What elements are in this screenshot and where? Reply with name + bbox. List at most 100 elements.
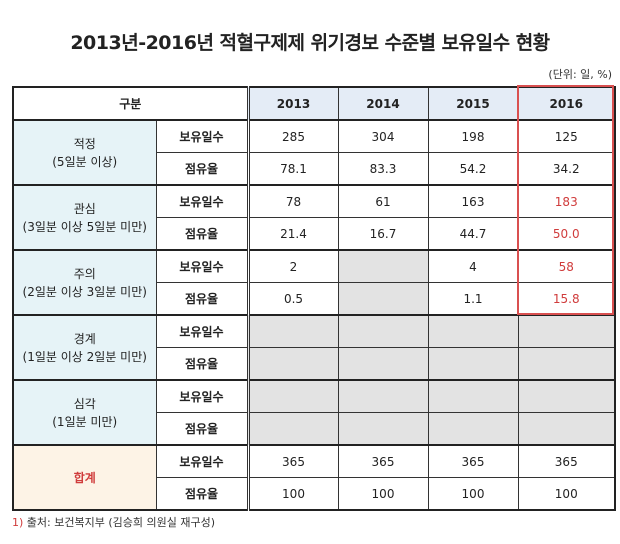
metric-label: 점유율 (155, 152, 250, 186)
header-year: 2015 (427, 86, 519, 121)
metric-label: 보유일수 (155, 444, 250, 478)
value-cell: 100 (337, 477, 429, 511)
category-range: (2일분 이상 3일분 미만) (22, 284, 147, 299)
table-row: 점유율 (13, 412, 616, 446)
category-cell: 심각 (1일분 미만) (12, 379, 157, 446)
metric-label: 점유율 (155, 282, 250, 316)
metric-label: 보유일수 (155, 249, 250, 283)
metric-label: 보유일수 (155, 314, 250, 348)
table-row: 점유율 21.4 16.7 44.7 50.0 (13, 217, 616, 251)
value-cell (337, 282, 429, 316)
metric-label: 점유율 (155, 412, 250, 446)
value-cell: 163 (427, 184, 519, 218)
category-cell: 관심 (3일분 이상 5일분 미만) (12, 184, 157, 251)
header-year: 2014 (337, 86, 429, 121)
category-name: 심각 (73, 396, 96, 411)
metric-label: 점유율 (155, 477, 250, 511)
value-cell: 0.5 (247, 282, 339, 316)
table-row: 점유율 0.5 1.1 15.8 (13, 282, 616, 316)
header-year: 2016 (517, 86, 616, 121)
table-row: 심각 (1일분 미만) 보유일수 (12, 379, 616, 446)
category-name: 합계 (73, 471, 96, 485)
metric-label: 보유일수 (155, 184, 250, 218)
category-range: (1일분 이상 2일분 미만) (22, 349, 147, 364)
table-row: 합계 보유일수 365 365 365 365 (12, 444, 616, 511)
value-cell: 4 (427, 249, 519, 283)
page-title: 2013년-2016년 적혈구제제 위기경보 수준별 보유일수 현황 (70, 32, 550, 54)
table-row: 점유율 78.1 83.3 54.2 34.2 (13, 152, 616, 186)
value-cell: 365 (247, 444, 339, 478)
category-name: 주의 (73, 266, 96, 281)
value-cell (427, 379, 519, 413)
category-cell: 경계 (1일분 이상 2일분 미만) (12, 314, 157, 381)
table-row: 관심 (3일분 이상 5일분 미만) 보유일수 78 61 163 183 (12, 184, 616, 251)
value-cell (427, 412, 519, 446)
value-cell: 16.7 (337, 217, 429, 251)
value-cell: 34.2 (517, 152, 616, 186)
value-cell: 365 (517, 444, 616, 478)
value-cell: 54.2 (427, 152, 519, 186)
value-cell (337, 379, 429, 413)
value-cell: 304 (337, 119, 429, 153)
value-cell (337, 314, 429, 348)
value-cell (247, 347, 339, 381)
value-cell (247, 314, 339, 348)
footnote-text: 출처: 보건복지부 (김승희 의원실 재구성) (26, 516, 215, 529)
value-cell (517, 314, 616, 348)
table-row: 적정 (5일분 이상) 보유일수 285 304 198 125 (12, 119, 616, 186)
value-cell (427, 314, 519, 348)
table-row: 경계 (1일분 이상 2일분 미만) 보유일수 (12, 314, 616, 381)
value-cell: 50.0 (517, 217, 616, 251)
unit-label: (단위: 일, %) (548, 68, 612, 81)
category-range: (1일분 미만) (52, 414, 118, 429)
footnote: 1) 출처: 보건복지부 (김승희 의원실 재구성) (12, 514, 215, 530)
value-cell: 365 (337, 444, 429, 478)
value-cell (517, 412, 616, 446)
value-cell: 198 (427, 119, 519, 153)
value-cell: 365 (427, 444, 519, 478)
value-cell (517, 347, 616, 381)
table-row: 점유율 100 100 100 100 (13, 477, 616, 511)
value-cell: 100 (517, 477, 616, 511)
value-cell: 183 (517, 184, 616, 218)
category-name: 경계 (73, 331, 96, 346)
header-year: 2013 (247, 86, 339, 121)
value-cell (517, 379, 616, 413)
metric-label: 보유일수 (155, 379, 250, 413)
header-gubun: 구분 (12, 86, 250, 121)
value-cell: 44.7 (427, 217, 519, 251)
value-cell: 21.4 (247, 217, 339, 251)
value-cell: 58 (517, 249, 616, 283)
value-cell: 100 (427, 477, 519, 511)
category-cell: 적정 (5일분 이상) (12, 119, 157, 186)
value-cell: 1.1 (427, 282, 519, 316)
value-cell (337, 347, 429, 381)
header-row: 구분 2013 2014 2015 2016 (12, 86, 616, 121)
category-cell: 합계 (12, 444, 157, 511)
category-range: (3일분 이상 5일분 미만) (22, 219, 147, 234)
value-cell: 78.1 (247, 152, 339, 186)
table-row: 주의 (2일분 이상 3일분 미만) 보유일수 2 4 58 (12, 249, 616, 316)
value-cell (337, 412, 429, 446)
value-cell (427, 347, 519, 381)
metric-label: 점유율 (155, 347, 250, 381)
value-cell (247, 412, 339, 446)
footnote-number: 1) (12, 516, 24, 529)
value-cell: 78 (247, 184, 339, 218)
category-name: 관심 (73, 201, 96, 216)
value-cell: 2 (247, 249, 339, 283)
value-cell (337, 249, 429, 283)
value-cell: 100 (247, 477, 339, 511)
value-cell: 125 (517, 119, 616, 153)
value-cell: 61 (337, 184, 429, 218)
metric-label: 점유율 (155, 217, 250, 251)
value-cell (247, 379, 339, 413)
value-cell: 285 (247, 119, 339, 153)
value-cell: 83.3 (337, 152, 429, 186)
category-name: 적정 (73, 136, 96, 151)
metric-label: 보유일수 (155, 119, 250, 153)
value-cell: 15.8 (517, 282, 616, 316)
category-range: (5일분 이상) (52, 154, 118, 169)
data-table: 구분 2013 2014 2015 2016 적정 (5일분 이상) 보유일수 285… (12, 86, 616, 511)
category-cell: 주의 (2일분 이상 3일분 미만) (12, 249, 157, 316)
